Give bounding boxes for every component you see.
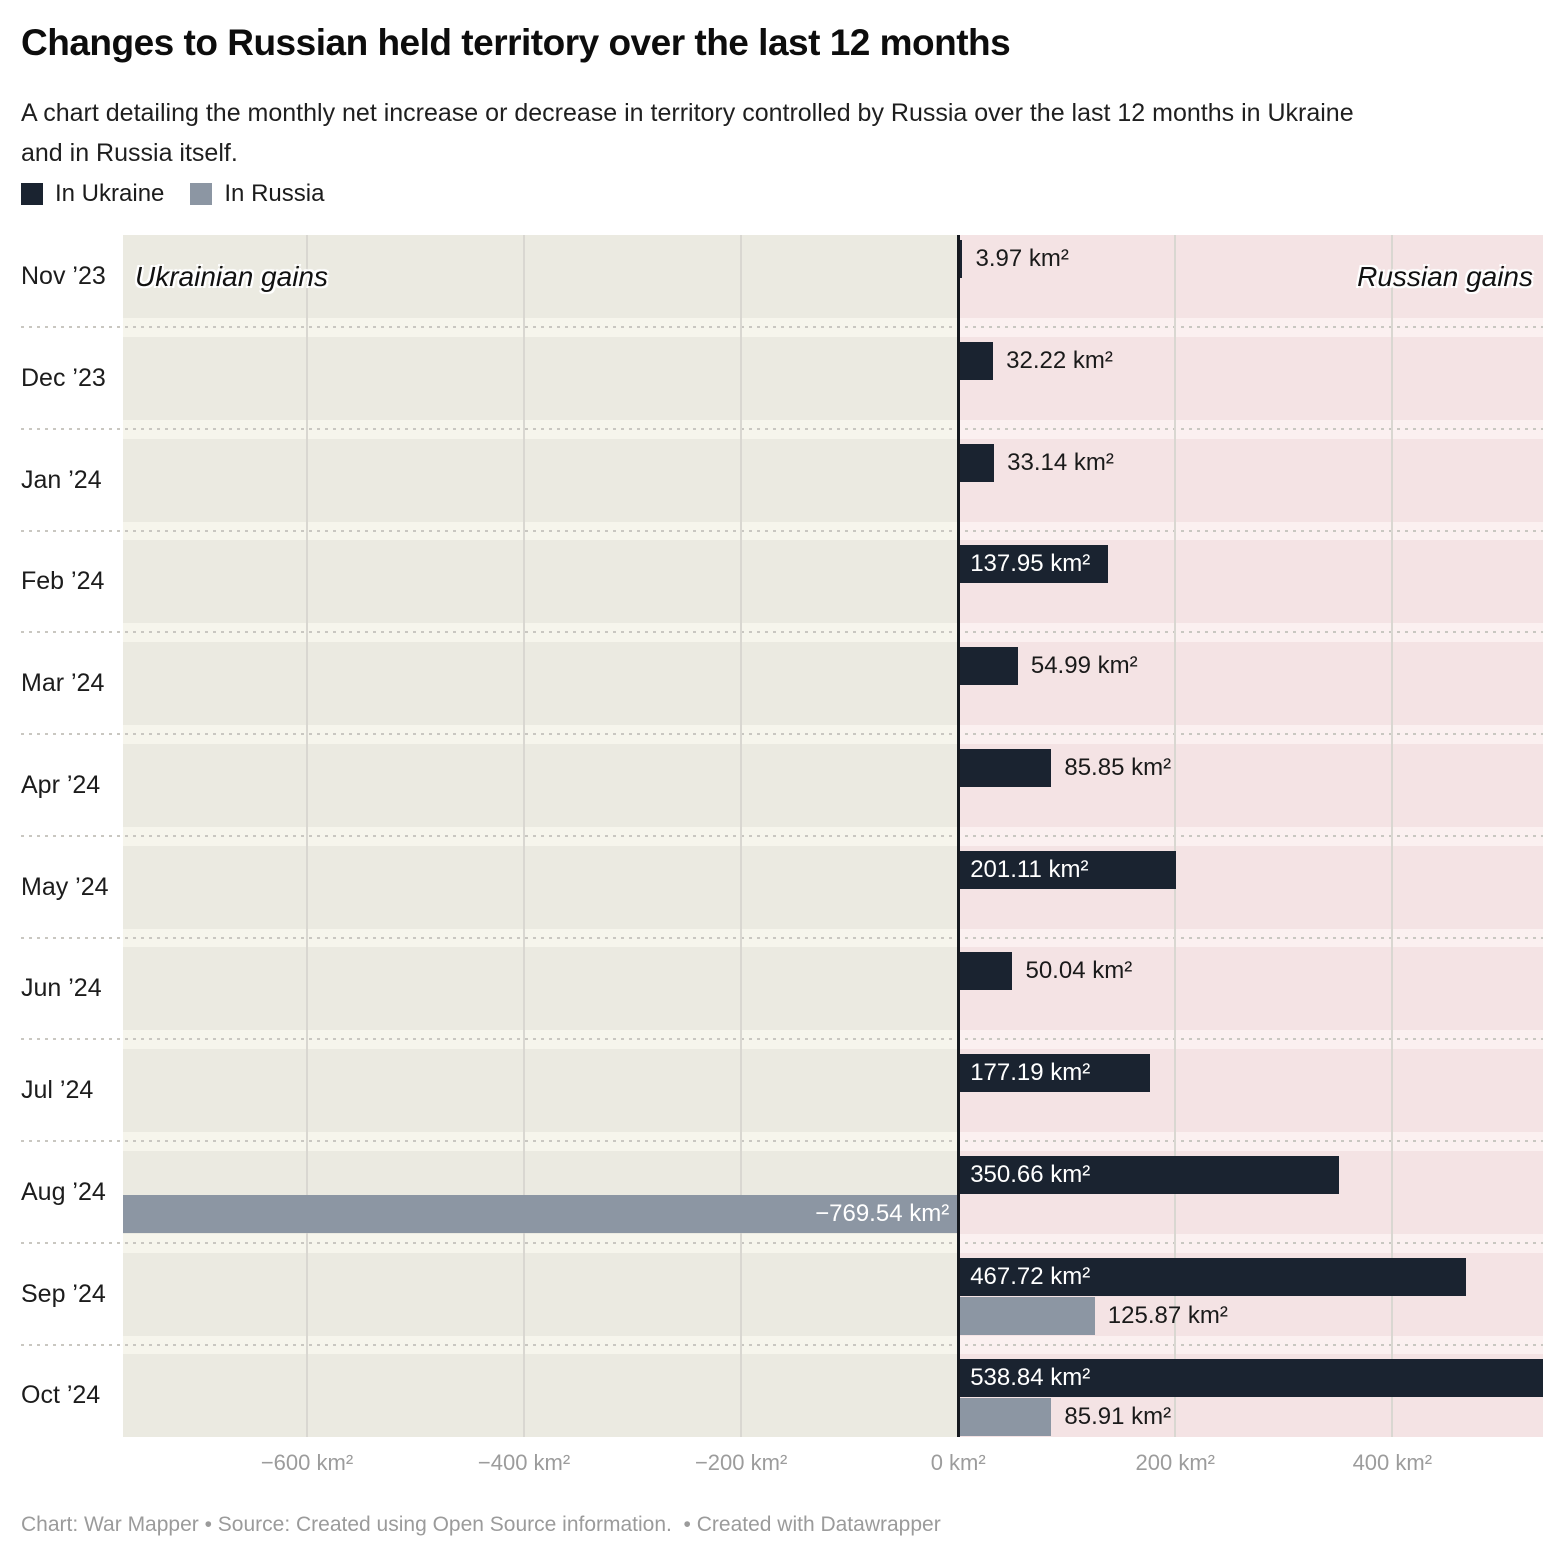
chart-subtitle: A chart detailing the monthly net increa… (21, 93, 1543, 173)
row-band-ukrainian-side (123, 1049, 959, 1132)
footer-attribution: Chart: War Mapper • Source: Created usin… (21, 1513, 941, 1536)
legend-item-in-ukraine: In Ukraine (21, 180, 164, 208)
row-band-ukrainian-side (123, 540, 959, 624)
legend-swatch-in-russia (190, 183, 213, 205)
category-label: Jul ’24 (21, 1076, 94, 1104)
bar-in-ukraine (958, 1359, 1543, 1398)
row-separator-dotted-line (21, 834, 1543, 837)
bar-in-russia (958, 1296, 1095, 1335)
bar-value-label: 85.85 km² (1064, 753, 1172, 781)
row-separator-dotted-line (21, 1140, 1543, 1142)
row-band-ukrainian-side (123, 845, 959, 929)
row-separator-dotted-line (21, 936, 1543, 939)
x-axis-tick-label: −400 km² (477, 1450, 571, 1475)
bar-in-ukraine (958, 1155, 1339, 1194)
bar-in-russia (123, 1194, 959, 1233)
row-separator-dotted-line (21, 1241, 1543, 1244)
row-separator-dotted-line (21, 1343, 1543, 1346)
bar-in-russia (958, 1398, 1052, 1437)
bar-value-label: 33.14 km² (1007, 448, 1114, 476)
category-label: Dec ’23 (21, 363, 106, 392)
bar-value-label: 50.04 km² (1025, 957, 1133, 985)
bar-value-label: 125.87 km² (1107, 1301, 1228, 1329)
x-axis-tick-label: 200 km² (1135, 1450, 1215, 1475)
row-band-ukrainian-side (123, 235, 959, 318)
gridline (1174, 235, 1177, 1437)
gridline (306, 235, 308, 1437)
row-band-ukrainian-side (123, 438, 959, 522)
bar-value-label: 54.99 km² (1030, 652, 1138, 679)
category-label: Sep ’24 (21, 1279, 106, 1308)
x-axis-tick-label: −600 km² (260, 1450, 354, 1475)
bar-in-ukraine (958, 443, 995, 482)
row-band-ukrainian-side (123, 336, 959, 420)
category-label: Jun ’24 (21, 974, 102, 1003)
category-label: May ’24 (21, 872, 109, 901)
row-band-russian-side (958, 336, 1543, 420)
legend-swatch-in-ukraine (21, 183, 43, 205)
row-band-russian-side (958, 743, 1543, 827)
category-label: Nov ’23 (21, 262, 106, 290)
x-axis-tick-label: −200 km² (694, 1450, 788, 1475)
bar-in-ukraine (958, 341, 994, 380)
gridline (740, 235, 743, 1437)
legend-label-in-ukraine: In Ukraine (55, 180, 165, 207)
bar-value-label: 137.95 km² (970, 550, 1091, 578)
gridline (1391, 235, 1394, 1437)
zero-axis-line (956, 235, 960, 1437)
row-separator-dotted-line (21, 733, 1543, 735)
bar-value-label: 177.19 km² (970, 1059, 1091, 1086)
gridline (523, 235, 526, 1437)
category-label: Apr ’24 (21, 770, 101, 799)
x-axis-tick-label: 0 km² (930, 1450, 986, 1475)
bar-in-ukraine (958, 850, 1177, 889)
annotation-russian-gains: Russian gains (1357, 260, 1533, 292)
row-band-russian-side (958, 947, 1543, 1031)
x-axis-tick-label: 400 km² (1352, 1450, 1433, 1475)
bar-value-label: 3.97 km² (975, 245, 1069, 272)
chart-subtitle-line-1: A chart detailing the monthly net increa… (21, 99, 1354, 127)
bar-in-ukraine (958, 748, 1052, 787)
bar-in-ukraine (958, 1054, 1151, 1092)
chart-title: Changes to Russian held territory over t… (21, 22, 1011, 63)
bar-value-label: 538.84 km² (970, 1364, 1091, 1392)
row-band-ukrainian-side (123, 743, 959, 827)
category-label: Oct ’24 (21, 1381, 101, 1410)
category-label: Mar ’24 (21, 669, 105, 697)
bar-in-ukraine (958, 647, 1018, 685)
bar-value-label: 467.72 km² (970, 1262, 1091, 1290)
category-label: Jan ’24 (21, 465, 102, 494)
bar-value-label: −769.54 km² (815, 1199, 950, 1227)
legend: In Ukraine In Russia (21, 180, 324, 208)
row-band-russian-side (958, 642, 1543, 725)
bar-value-label: 350.66 km² (970, 1160, 1091, 1188)
chart-subtitle-line-2: and in Russia itself. (21, 139, 238, 167)
category-label: Feb ’24 (21, 567, 105, 596)
row-band-ukrainian-side (123, 1354, 959, 1438)
row-separator-dotted-line (21, 326, 1543, 328)
bar-in-ukraine (958, 240, 963, 278)
row-band-ukrainian-side (123, 642, 959, 725)
row-separator-dotted-line (21, 1038, 1543, 1041)
row-band-russian-side (958, 235, 1543, 318)
annotation-ukrainian-gains: Ukrainian gains (135, 260, 328, 292)
bar-value-label: 85.91 km² (1064, 1403, 1172, 1431)
row-separator-dotted-line (21, 427, 1543, 430)
row-separator-dotted-line (21, 529, 1543, 532)
bar-in-ukraine (958, 952, 1013, 991)
bar-in-ukraine (958, 1257, 1466, 1296)
row-band-russian-side (958, 438, 1543, 522)
bar-in-ukraine (958, 545, 1108, 584)
row-separator-dotted-line (21, 631, 1543, 634)
legend-item-in-russia: In Russia (190, 180, 324, 208)
bar-value-label: 201.11 km² (970, 855, 1089, 883)
row-band-ukrainian-side (123, 1252, 959, 1336)
row-band-ukrainian-side (123, 947, 959, 1031)
legend-label-in-russia: In Russia (224, 180, 325, 207)
plot-area: Nov ’23 Dec ’23 Jan ’24 Feb ’24 Mar ’24 Apr ’… (0, 235, 1564, 1438)
category-label: Aug ’24 (21, 1177, 106, 1206)
bar-value-label: 32.22 km² (1006, 346, 1113, 374)
